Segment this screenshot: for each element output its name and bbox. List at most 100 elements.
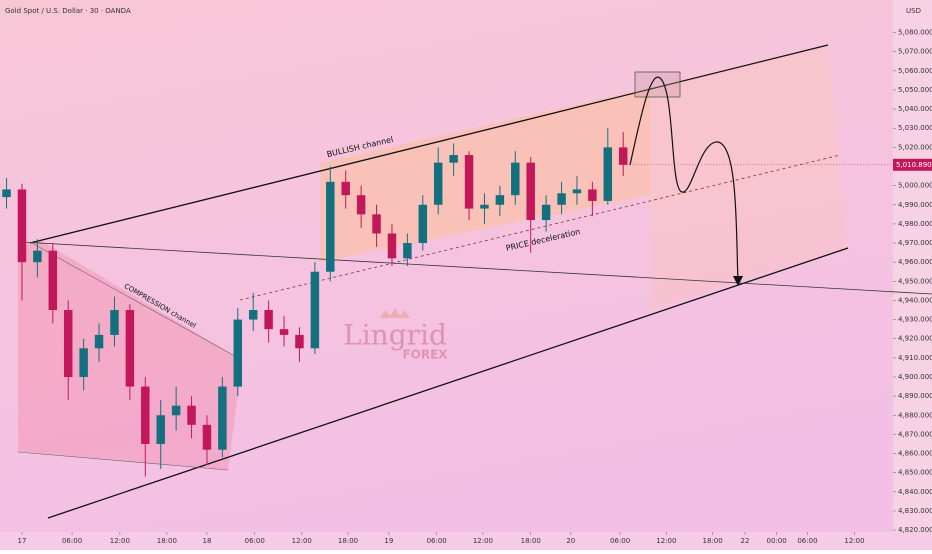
currency: USD — [906, 7, 921, 15]
candle-body — [480, 204, 489, 209]
x-tick-label: 22 — [741, 537, 750, 545]
compression-upper — [29, 241, 243, 361]
x-tick-label: 20 — [566, 537, 575, 545]
candle-body — [372, 214, 381, 234]
y-tick-label: 4,990.000 — [898, 201, 932, 209]
x-tick-label: 12:00 — [473, 537, 493, 545]
candle-body — [48, 250, 58, 311]
y-tick-label: 4,850.000 — [898, 469, 932, 477]
y-tick-label: 5,070.000 — [898, 48, 932, 56]
x-tick-label: 06:00 — [427, 537, 447, 545]
last-price-label: 5,010.890 — [896, 161, 932, 169]
candle-body — [233, 319, 243, 387]
candle-body — [218, 386, 227, 450]
y-tick-label: 4,920.000 — [898, 335, 932, 343]
candle-body — [279, 329, 289, 335]
y-tick-label: 5,050.000 — [898, 86, 932, 94]
mid-channel-line — [239, 154, 841, 301]
time-axis — [0, 532, 932, 550]
y-tick-label: 4,880.000 — [898, 411, 932, 419]
price-axis — [893, 0, 932, 550]
y-tick-label: 5,030.000 — [898, 124, 932, 132]
x-tick-label: 17 — [18, 537, 27, 545]
candle-body — [79, 348, 88, 377]
candle-body — [110, 310, 119, 335]
y-tick-label: 4,980.000 — [898, 220, 932, 228]
x-tick-label: 12:00 — [656, 537, 676, 545]
candle-body — [495, 195, 505, 205]
x-tick-label: 18:00 — [521, 537, 541, 545]
candle-body — [202, 424, 212, 450]
x-tick-label: 06:00 — [62, 537, 82, 545]
candle-body — [248, 310, 258, 320]
x-tick-label: 06:00 — [245, 537, 265, 545]
candle-body — [63, 310, 73, 377]
y-tick-label: 4,870.000 — [898, 430, 932, 438]
y-tick-label: 4,960.000 — [898, 258, 932, 266]
target-box — [634, 71, 681, 98]
candle-body — [603, 147, 613, 201]
upper-channel-line — [29, 44, 829, 244]
projection-zone — [650, 45, 848, 310]
candle-body — [557, 193, 566, 205]
y-tick-label: 4,950.000 — [898, 277, 932, 285]
candle-body — [17, 189, 27, 263]
x-tick-label: 18 — [203, 537, 212, 545]
y-tick-label: 5,000.000 — [898, 182, 932, 190]
y-tick-label: 5,080.000 — [898, 29, 932, 37]
x-tick-label: 12:00 — [844, 537, 864, 545]
watermark-crown — [380, 308, 410, 318]
x-tick-label: 06:00 — [610, 537, 630, 545]
y-tick-label: 4,940.000 — [898, 296, 932, 304]
x-tick-label: 06:00 — [797, 537, 817, 545]
candle-body — [33, 250, 42, 263]
y-tick-label: 4,930.000 — [898, 316, 932, 324]
watermark-sub: FOREX — [402, 348, 448, 362]
candle-body — [572, 189, 582, 194]
candle-body — [94, 334, 104, 349]
candle-body — [387, 233, 397, 259]
candle-body — [588, 189, 597, 201]
y-tick-label: 4,840.000 — [898, 488, 932, 496]
x-tick-label: 19 — [384, 537, 393, 545]
x-tick-label: 12:00 — [292, 537, 312, 545]
candle-body — [618, 147, 628, 165]
bullish-zone — [320, 88, 650, 262]
y-tick-label: 4,970.000 — [898, 239, 932, 247]
candle-body — [356, 195, 366, 215]
compression-lower — [17, 451, 229, 471]
last-price-box — [893, 158, 932, 171]
candle-body — [2, 189, 11, 198]
chart-title: Gold Spot / U.S. Dollar · 30 · OANDA — [5, 7, 131, 15]
x-tick-label: 12:00 — [110, 537, 130, 545]
projection-path — [629, 76, 739, 283]
candle-body — [310, 271, 320, 349]
y-tick-label: 4,900.000 — [898, 373, 932, 381]
candle-body — [141, 386, 150, 444]
candle-body — [418, 204, 428, 244]
arrow-head — [733, 276, 743, 286]
candle-body — [433, 162, 443, 205]
support-line — [21, 241, 932, 295]
y-tick-label: 4,890.000 — [898, 392, 932, 400]
x-tick-label: 18:00 — [157, 537, 177, 545]
y-tick-label: 5,020.000 — [898, 143, 932, 151]
y-tick-label: 5,060.000 — [898, 67, 932, 75]
candle-body — [449, 155, 458, 163]
candle-body — [326, 181, 335, 272]
y-tick-label: 4,830.000 — [898, 507, 932, 515]
candle-body — [464, 155, 474, 209]
candle-body — [541, 204, 551, 221]
candle-body — [295, 334, 304, 349]
candle-body — [156, 415, 165, 444]
x-tick-label: 18:00 — [338, 537, 358, 545]
y-tick-label: 5,040.000 — [898, 105, 932, 113]
candle-body — [341, 181, 350, 196]
candle-body — [526, 162, 535, 221]
watermark-brand: Lingrid — [343, 319, 447, 352]
y-tick-label: 4,860.000 — [898, 450, 932, 458]
candle-body — [125, 310, 135, 387]
